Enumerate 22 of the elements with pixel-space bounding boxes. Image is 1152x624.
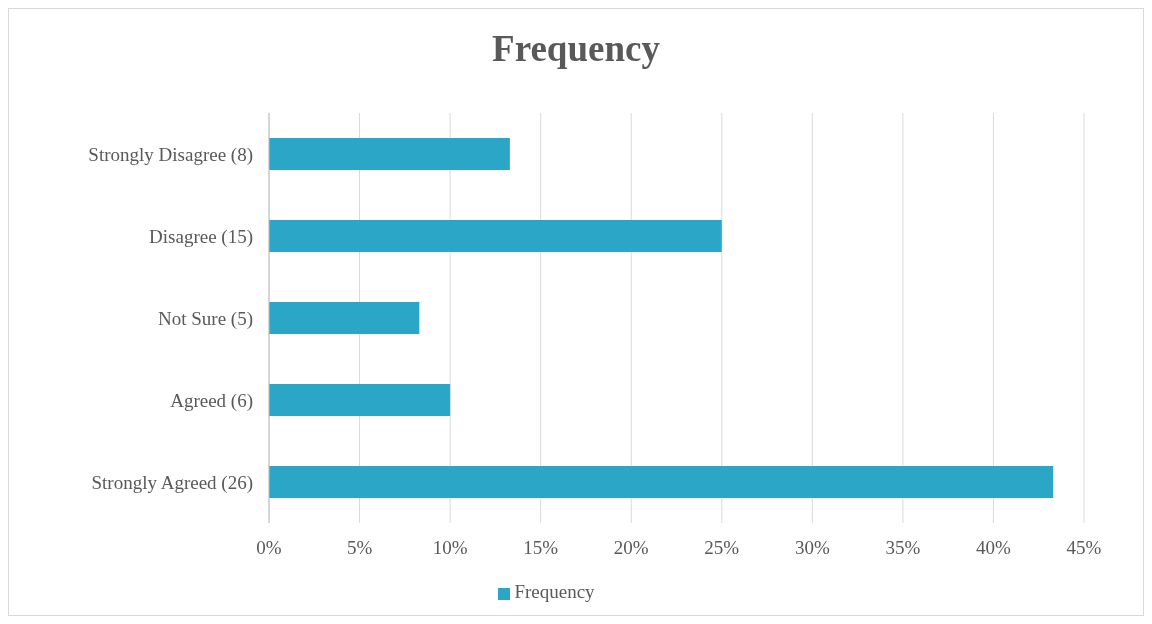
x-tick-label: 5% — [346, 537, 373, 559]
bar — [269, 466, 1054, 498]
y-tick-label: Strongly Agreed (26) — [91, 471, 253, 494]
chart-title: Frequency — [491, 27, 661, 71]
y-tick-label: Disagree (15) — [149, 225, 253, 248]
bar — [269, 384, 451, 416]
x-tick-label: 10% — [432, 537, 468, 559]
x-tick-label: 40% — [976, 537, 1012, 559]
x-tick-label: 20% — [613, 537, 649, 559]
bar — [269, 302, 420, 334]
bar — [269, 138, 510, 170]
legend-label: Frequency — [514, 581, 595, 602]
x-tick-label: 15% — [523, 537, 559, 559]
x-tick-label: 0% — [256, 537, 282, 559]
x-tick-label: 45% — [1066, 537, 1102, 559]
x-tick-label: 35% — [885, 537, 921, 559]
y-tick-label: Strongly Disagree (8) — [88, 143, 253, 166]
x-tick-label: 25% — [704, 537, 740, 559]
y-tick-label: Agreed (6) — [170, 389, 253, 412]
y-tick-label: Not Sure (5) — [158, 307, 253, 330]
bar — [269, 220, 722, 252]
x-tick-label: 30% — [794, 537, 830, 559]
